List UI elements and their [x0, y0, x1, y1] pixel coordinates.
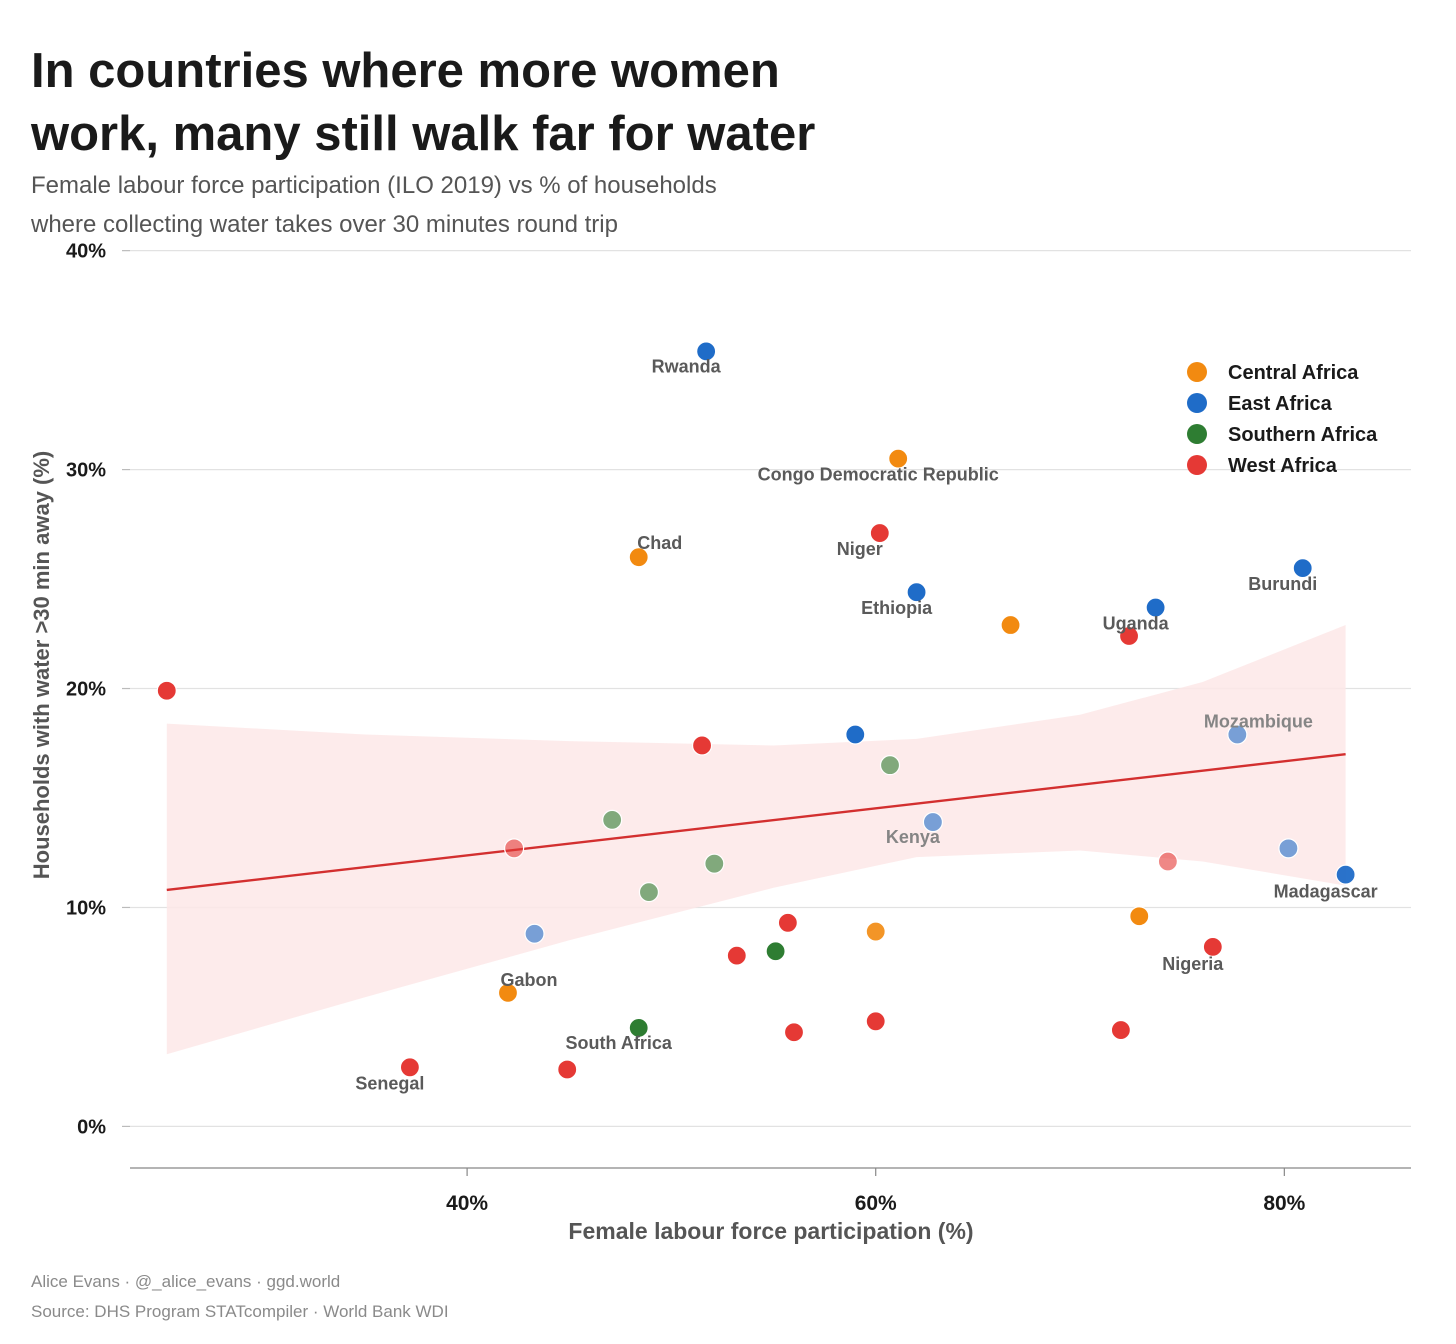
point-west-africa-16: [503, 838, 525, 859]
trend-line-layer: [166, 753, 1346, 892]
credit-line: Alice Evans · @_alice_evans · ggd.world: [31, 1272, 341, 1291]
point-southern-africa-14: [602, 809, 623, 830]
x-tick-label-60: 60%: [855, 1192, 897, 1215]
point-west-africa-7: [1118, 625, 1140, 647]
point-southern-africa-27: [765, 941, 786, 962]
point-west-africa-31: [783, 1022, 805, 1043]
confidence-band: [166, 625, 1346, 1055]
point-south-africa: [628, 1017, 649, 1038]
label-madagascar: Madagascar: [1274, 882, 1378, 902]
label-south-africa: South Africa: [566, 1033, 673, 1053]
label-kenya: Kenya: [886, 827, 941, 847]
label-niger: Niger: [837, 539, 883, 559]
point-east-africa-22: [524, 923, 545, 944]
point-uganda: [1145, 597, 1166, 618]
legend-swatch-central-africa: [1187, 362, 1207, 382]
point-southern-africa-21: [638, 882, 660, 903]
y-tick-label-30: 30%: [66, 460, 106, 482]
point-senegal: [399, 1057, 420, 1078]
point-east-africa-12: [845, 724, 866, 745]
x-tick-label-40: 40%: [446, 1192, 488, 1215]
label-mozambique: Mozambique: [1204, 712, 1313, 732]
label-uganda: Uganda: [1103, 614, 1170, 634]
chart-subtitle-line-2: where collecting water takes over 30 min…: [31, 211, 618, 238]
point-kenya: [922, 811, 944, 833]
y-tick-label-10: 10%: [66, 897, 106, 919]
legend-label-southern-africa: Southern Africa: [1228, 424, 1378, 446]
point-central-africa-25: [1129, 906, 1150, 927]
point-west-africa-24: [777, 912, 798, 933]
legend-label-central-africa: Central Africa: [1228, 362, 1359, 384]
point-gabon: [497, 982, 519, 1003]
label-ethiopia: Ethiopia: [861, 598, 933, 618]
point-burundi: [1292, 558, 1313, 579]
point-west-africa-33: [1110, 1019, 1131, 1041]
point-madagascar: [1335, 864, 1356, 885]
point-central-africa-5: [1000, 614, 1021, 636]
legend-label-west-africa: West Africa: [1228, 455, 1338, 477]
x-tick-label-80: 80%: [1263, 1192, 1305, 1215]
trend-line: [166, 753, 1346, 892]
point-west-africa-18: [1157, 851, 1178, 872]
point-congo-democratic-republic: [888, 448, 909, 469]
y-axis-title: Households with water >30 min away (%): [29, 451, 54, 880]
point-rwanda: [696, 341, 717, 362]
source-line: Source: DHS Program STATcompiler · World…: [31, 1302, 449, 1321]
legend-swatch-east-africa: [1187, 393, 1207, 413]
point-chad: [628, 547, 649, 568]
point-southern-africa-17: [704, 853, 725, 874]
y-tick-label-40: 40%: [66, 241, 106, 263]
label-senegal: Senegal: [355, 1073, 424, 1093]
y-tick-label-0: 0%: [77, 1116, 106, 1138]
label-congo-democratic-republic: Congo Democratic Republic: [758, 465, 999, 485]
legend-swatch-southern-africa: [1187, 424, 1207, 444]
chart-title-line-1: In countries where more women: [31, 44, 780, 98]
x-axis-title: Female labour force participation (%): [568, 1218, 973, 1244]
chart-title: In countries where more women work, many…: [31, 40, 815, 166]
point-west-africa-11: [691, 735, 713, 756]
point-southern-africa-13: [879, 755, 901, 776]
label-gabon: Gabon: [500, 970, 557, 990]
point-west-africa-9: [156, 680, 177, 701]
y-tick-label-20: 20%: [66, 679, 106, 701]
point-west-africa-26: [726, 945, 747, 966]
point-labels: Rwanda Congo Democratic Republic Chad Niger…: [355, 356, 1377, 1093]
point-nigeria: [1202, 936, 1223, 957]
chart-title-line-2: work, many still walk far for water: [31, 107, 816, 161]
label-chad: Chad: [637, 533, 682, 553]
legend-swatch-west-africa: [1187, 455, 1207, 475]
axes: 0% 10% 20% 30% 40% 40% 60% 80% Female labour for…: [29, 241, 1411, 1244]
point-west-africa-35: [557, 1059, 578, 1080]
point-west-africa-32: [865, 1011, 886, 1032]
legend-label-east-africa: East Africa: [1228, 393, 1333, 415]
point-niger: [869, 522, 890, 544]
label-rwanda: Rwanda: [652, 356, 722, 376]
point-east-africa-19: [1278, 838, 1299, 859]
chart-subtitle: Female labour force participation (ILO 2…: [31, 166, 717, 244]
data-points: [156, 341, 1356, 1080]
chart-subtitle-line-1: Female labour force participation (ILO 2…: [31, 172, 717, 199]
point-ethiopia: [906, 582, 927, 603]
confidence-band-layer: [166, 625, 1346, 1055]
label-nigeria: Nigeria: [1162, 954, 1224, 974]
point-mozambique: [1227, 724, 1248, 745]
label-burundi: Burundi: [1248, 574, 1317, 594]
point-central-africa-23: [865, 921, 886, 942]
legend: Central Africa East Africa Southern Africa…: [1187, 362, 1378, 477]
